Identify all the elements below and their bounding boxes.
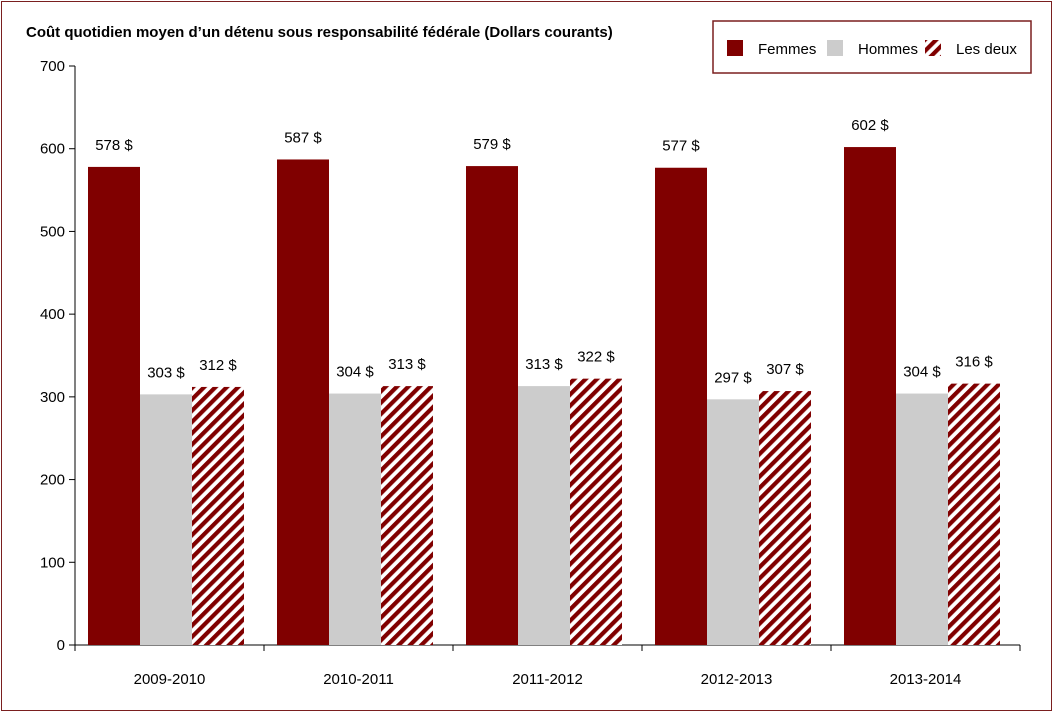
legend-swatch-hommes [827,40,843,56]
bar-les-deux [759,391,811,645]
legend-swatch-femmes [727,40,743,56]
data-label: 316 $ [955,354,993,371]
axes: 0 100 200 300 400 500 600 700 2009-2010 2010-2011… [40,58,1021,688]
data-label: 577 $ [662,138,700,155]
y-tick-label: 600 [40,141,65,158]
y-tick-label: 200 [40,472,65,489]
bar-les-deux [192,386,244,645]
data-label: 602 $ [851,117,889,134]
x-tick-label: 2012-2013 [701,671,773,688]
data-label: 313 $ [525,356,563,373]
bar-hommes [329,393,381,645]
data-label: 304 $ [903,364,941,381]
data-labels: 578 $ 587 $ 579 $ 577 $ 602 $ 303 $ 304 $ 313 $… [95,117,993,386]
chart-title: Coût quotidien moyen d’un détenu sous re… [26,24,613,41]
y-tick-label: 300 [40,389,65,406]
data-label: 304 $ [336,364,374,381]
data-label: 322 $ [577,349,615,366]
legend-label-hommes: Hommes [858,41,918,58]
bar-les-deux [381,386,433,645]
bar-hommes [896,393,948,645]
y-tick-label: 0 [57,637,65,654]
legend-label-femmes: Femmes [758,41,816,58]
bar-hommes [140,394,192,645]
y-tick-label: 700 [40,58,65,75]
bar-femmes [88,166,140,645]
bar-femmes [844,147,896,645]
legend-label-les-deux: Les deux [956,41,1017,58]
data-label: 579 $ [473,136,511,153]
bar-les-deux [570,378,622,645]
data-label: 313 $ [388,356,426,373]
legend-box [712,20,1032,74]
y-tick-label: 400 [40,306,65,323]
y-tick-label: 500 [40,223,65,240]
legend-swatch-les-deux [925,40,941,56]
bar-femmes [655,167,707,645]
data-label: 307 $ [766,361,804,378]
x-tick-label: 2009-2010 [134,671,206,688]
bar-femmes [466,166,518,645]
y-tick-label: 100 [40,554,65,571]
data-label: 297 $ [714,369,752,386]
bars [88,147,1000,645]
data-label: 578 $ [95,137,133,154]
legend: Femmes Hommes Les deux [712,20,1032,74]
data-label: 587 $ [284,129,322,146]
bar-hommes [707,399,759,645]
bar-les-deux [948,383,1000,645]
data-label: 303 $ [147,364,185,381]
data-label: 312 $ [199,357,237,374]
x-tick-label: 2013-2014 [890,671,962,688]
x-tick-label: 2010-2011 [323,671,394,688]
x-tick-label: 2011-2012 [512,671,583,688]
bar-femmes [277,159,329,645]
bar-hommes [518,386,570,645]
